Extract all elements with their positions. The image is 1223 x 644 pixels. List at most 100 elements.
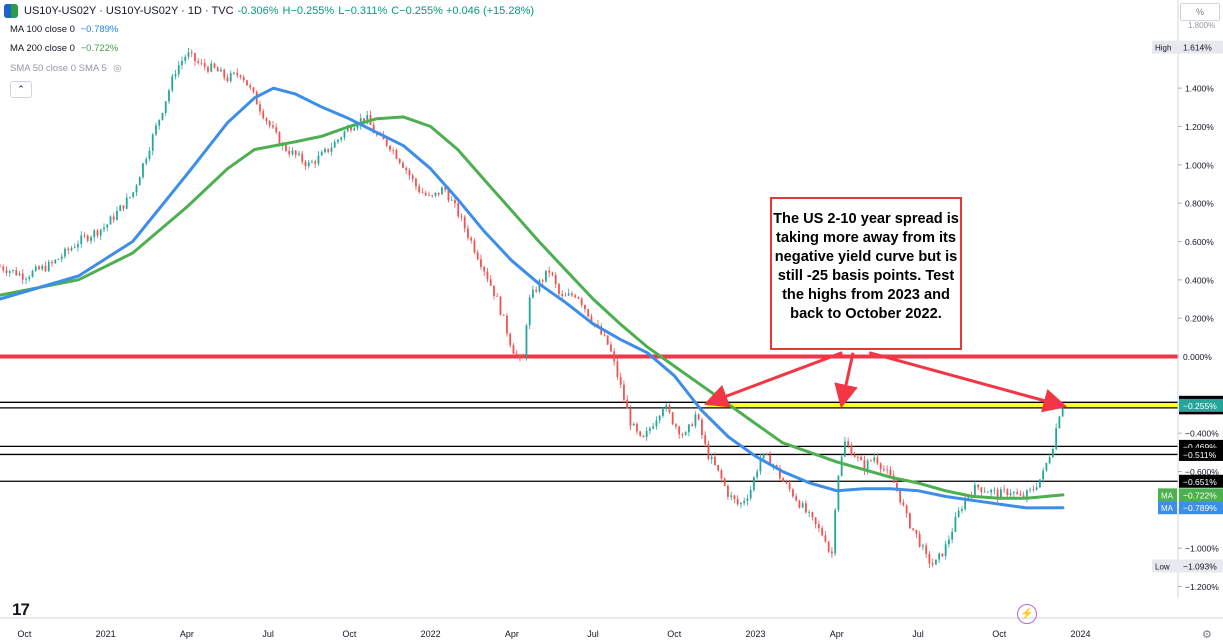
y-tick-label-top: 1.800% — [1188, 21, 1215, 30]
candle-body — [756, 471, 759, 478]
candle-body — [782, 478, 785, 482]
candle-body — [421, 192, 424, 193]
candle-body — [67, 248, 70, 251]
candle-body — [541, 280, 544, 282]
candle-body — [1022, 495, 1025, 498]
candle-body — [801, 503, 804, 508]
candle-body — [8, 271, 11, 274]
candle-body — [714, 456, 716, 466]
candle-body — [577, 297, 580, 299]
candle-body — [792, 489, 794, 497]
candle-body — [291, 150, 294, 155]
candle-body — [392, 149, 395, 151]
candle-body — [814, 517, 817, 525]
candle-body — [749, 489, 752, 499]
settings-gear-icon[interactable]: ⚙ — [1202, 629, 1212, 641]
candle-body — [463, 216, 466, 229]
candle-body — [837, 475, 840, 510]
scale-toggle-button[interactable]: % — [1180, 3, 1220, 21]
ma100-line — [0, 86, 1065, 510]
candle-body — [135, 185, 138, 193]
candle-body — [41, 265, 44, 270]
candle-body — [213, 63, 216, 68]
annotation-arrow — [834, 352, 858, 409]
candle-body — [769, 454, 772, 466]
candle-body — [460, 216, 463, 218]
candle-body — [395, 149, 398, 159]
candle-body — [847, 441, 850, 446]
ma-tag-prefix-bg — [1158, 488, 1177, 502]
candle-body — [38, 266, 40, 270]
candle-body — [743, 501, 746, 504]
collapse-legend-chevron-icon[interactable]: ⌃ — [10, 81, 32, 98]
level-tag: −0.511% — [1183, 450, 1217, 460]
y-tick-label: 1.000% — [1185, 160, 1214, 170]
legend-sma50[interactable]: SMA 50 close 0 SMA 5 ◎ — [10, 63, 122, 74]
ohlc-open: -0.306% — [237, 5, 279, 17]
candle-body — [931, 563, 934, 565]
candle-body — [1019, 494, 1022, 496]
candle-body — [912, 528, 915, 530]
symbol-badge-icon — [4, 4, 18, 18]
candle-body — [450, 199, 453, 201]
candle-body — [473, 240, 476, 253]
candle-body — [1045, 463, 1048, 471]
candle-body — [603, 334, 606, 336]
lightning-icon[interactable]: ⚡ — [1017, 604, 1037, 624]
candle-body — [1025, 490, 1028, 498]
candle-body — [51, 261, 53, 264]
candle-body — [977, 484, 980, 488]
hidden-eye-icon[interactable]: ◎ — [113, 63, 122, 74]
candle-body — [964, 497, 967, 510]
candle-body — [431, 195, 434, 197]
candle-body — [655, 420, 658, 427]
low-tag-prefix: Low — [1155, 562, 1170, 571]
candle-body — [350, 126, 352, 131]
candle-body — [70, 247, 73, 251]
candle-body — [723, 478, 726, 486]
candle-body — [317, 155, 320, 164]
candle-body — [694, 414, 697, 427]
candle-body — [184, 56, 187, 61]
legend-ma100[interactable]: MA 100 close 0 −0.789% — [10, 24, 118, 35]
candle-body — [788, 483, 791, 490]
candle-body — [1006, 489, 1009, 496]
candle-body — [64, 248, 66, 257]
candle-body — [905, 505, 908, 514]
candle-body — [636, 423, 638, 432]
candle-body — [870, 460, 872, 462]
candle-body — [1016, 492, 1019, 495]
level-tag: −0.651% — [1183, 477, 1217, 487]
candle-body — [623, 384, 625, 400]
candle-body — [398, 158, 401, 163]
tradingview-logo-icon[interactable]: 17 — [12, 600, 30, 619]
candle-body — [496, 295, 499, 297]
ma-tag: −0.789% — [1183, 503, 1217, 513]
symbol-title[interactable]: US10Y-US02Y · US10Y-US02Y · 1D · TVC — [24, 5, 234, 17]
ma-tag-bg — [1179, 501, 1223, 515]
candle-body — [990, 489, 993, 493]
ohlc-close: C−0.255% +0.046 (+15.28%) — [391, 5, 535, 17]
candle-body — [25, 278, 27, 280]
candle-body — [525, 325, 528, 359]
candle-body — [564, 295, 567, 297]
candle-body — [736, 498, 739, 505]
candle-body — [330, 147, 333, 152]
candle-body — [740, 503, 742, 505]
legend-ma200[interactable]: MA 200 close 0 −0.722% — [10, 43, 118, 54]
candle-body — [512, 345, 515, 354]
candle-body — [567, 293, 570, 296]
legend-ma200-label: MA 200 close 0 — [10, 43, 75, 54]
candle-body — [710, 456, 713, 460]
candle-body — [619, 377, 622, 385]
x-tick-label: Jul — [587, 629, 599, 639]
candle-body — [327, 148, 330, 152]
candle-body — [999, 489, 1002, 498]
candle-body — [753, 477, 755, 490]
candle-body — [125, 197, 128, 209]
candle-body — [155, 125, 157, 135]
candle-body — [733, 495, 736, 499]
candle-body — [99, 229, 102, 236]
moving-averages — [0, 86, 1065, 510]
